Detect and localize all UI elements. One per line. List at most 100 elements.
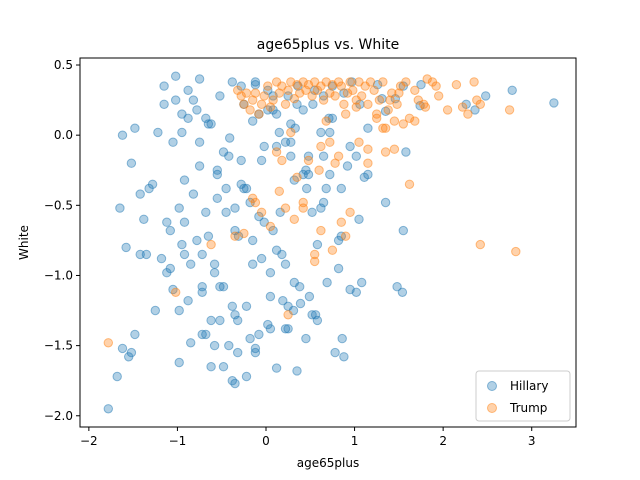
data-point-trump <box>404 179 415 190</box>
data-point-hillary <box>280 259 291 269</box>
data-point-hillary <box>357 277 367 288</box>
data-point-trump <box>363 99 373 110</box>
data-point-hillary <box>470 105 480 115</box>
data-point-hillary <box>354 214 364 225</box>
data-point-trump <box>475 239 485 250</box>
y-tick-label: 0.5 <box>54 58 73 72</box>
data-point-trump <box>265 102 276 112</box>
data-point-trump <box>420 102 431 112</box>
data-point-trump <box>268 95 278 105</box>
y-tick-label: 0.0 <box>54 128 73 142</box>
data-point-trump <box>442 105 453 115</box>
data-point-hillary <box>289 175 299 185</box>
data-point-hillary <box>250 343 261 354</box>
legend-label-hillary: Hillary <box>510 379 548 393</box>
data-point-trump <box>239 228 249 239</box>
data-point-trump <box>103 338 114 348</box>
data-point-hillary <box>194 161 205 171</box>
data-point-trump <box>434 91 444 101</box>
data-point-trump <box>327 245 338 255</box>
data-point-trump <box>422 74 432 84</box>
data-point-trump <box>303 80 314 90</box>
data-point-hillary <box>171 95 181 105</box>
data-point-trump <box>233 85 243 96</box>
data-point-trump <box>472 95 482 105</box>
data-point-hillary <box>289 277 299 288</box>
data-point-trump <box>259 91 269 101</box>
data-point-trump <box>230 231 240 241</box>
data-point-hillary <box>271 363 282 373</box>
data-point-hillary <box>307 207 317 218</box>
data-point-trump <box>463 109 473 119</box>
data-point-hillary <box>363 169 373 180</box>
data-point-hillary <box>318 151 329 161</box>
data-point-hillary <box>126 347 137 358</box>
data-point-trump <box>295 88 305 98</box>
data-point-hillary <box>401 147 411 157</box>
data-point-hillary <box>283 301 293 311</box>
data-point-hillary <box>345 141 355 152</box>
data-point-hillary <box>304 291 315 302</box>
data-point-trump <box>274 186 284 197</box>
y-tick-label: −0.5 <box>44 198 73 212</box>
data-point-trump <box>380 147 391 157</box>
data-point-trump <box>504 105 515 115</box>
data-point-hillary <box>233 315 243 326</box>
data-point-hillary <box>194 137 205 147</box>
legend-box <box>475 370 571 422</box>
plot-frame <box>79 57 577 428</box>
y-tick-label: −1.5 <box>44 339 73 353</box>
data-point-trump <box>292 172 302 183</box>
data-point-hillary <box>130 123 140 133</box>
data-point-trump <box>256 99 267 110</box>
data-point-trump <box>354 137 364 147</box>
data-point-hillary <box>201 207 211 218</box>
data-point-hillary <box>339 88 349 98</box>
data-point-trump <box>280 203 291 213</box>
data-point-trump <box>431 81 441 91</box>
data-point-trump <box>250 197 261 208</box>
data-point-hillary <box>215 282 225 292</box>
data-point-trump <box>410 116 420 126</box>
data-point-hillary <box>186 338 196 348</box>
data-point-hillary <box>256 155 267 166</box>
data-point-hillary <box>174 305 184 316</box>
data-point-hillary <box>203 119 214 129</box>
chart-title: age65plus vs. White <box>257 37 399 53</box>
data-point-hillary <box>241 301 252 311</box>
data-point-trump <box>318 95 329 105</box>
data-point-hillary <box>215 315 225 326</box>
data-point-trump <box>354 77 364 87</box>
data-point-hillary <box>197 282 207 292</box>
data-point-hillary <box>250 77 261 87</box>
data-point-hillary <box>201 113 211 124</box>
data-point-hillary <box>325 127 335 138</box>
data-point-hillary <box>230 203 240 213</box>
data-point-hillary <box>265 268 276 278</box>
data-point-trump <box>413 95 423 105</box>
data-point-trump <box>351 102 361 112</box>
data-point-trump <box>380 123 391 133</box>
data-point-hillary <box>230 378 240 389</box>
legend-marker-hillary <box>487 381 497 391</box>
data-point-trump <box>289 214 299 225</box>
legend-label-trump: Trump <box>509 401 547 415</box>
data-point-trump <box>363 158 373 168</box>
data-point-hillary <box>115 203 125 213</box>
data-point-trump <box>321 116 331 126</box>
data-point-trump <box>383 105 393 115</box>
data-point-hillary <box>218 147 229 157</box>
data-point-trump <box>325 137 335 147</box>
data-point-hillary <box>162 217 172 227</box>
data-point-trump <box>363 144 373 154</box>
data-point-trump <box>316 225 326 236</box>
data-point-hillary <box>316 203 326 213</box>
data-point-hillary <box>177 109 187 119</box>
data-point-trump <box>372 113 382 124</box>
data-point-trump <box>265 221 276 232</box>
data-point-trump <box>263 81 273 91</box>
data-point-hillary <box>212 193 223 204</box>
data-point-hillary <box>206 362 216 372</box>
data-point-hillary <box>183 85 193 96</box>
